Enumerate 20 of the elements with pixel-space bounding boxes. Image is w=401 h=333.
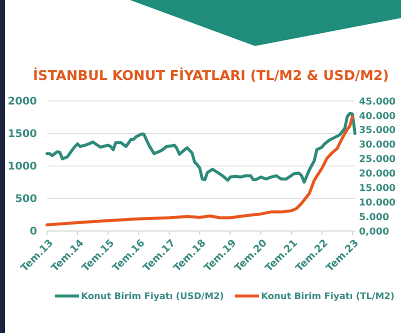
y2-tick-label: 15.000 bbox=[359, 182, 396, 194]
y2-tick-label: 45.000 bbox=[359, 96, 396, 108]
chart-title: İSTANBUL KONUT FİYATLARI (TL/M2 & USD/M2) bbox=[33, 67, 389, 84]
legend-label: Konut Birim Fiyatı (TL/M2) bbox=[261, 292, 395, 302]
y2-tick-label: 35.000 bbox=[359, 125, 396, 136]
y2-tick-label: 10.000 bbox=[359, 197, 396, 208]
y-tick-label: 500 bbox=[15, 193, 37, 206]
y-tick-label: 2000 bbox=[8, 96, 37, 108]
y2-tick-label: 20.000 bbox=[359, 168, 396, 180]
legend-label: Konut Birim Fiyatı (USD/M2) bbox=[81, 292, 224, 302]
y2-tick-label: 25.000 bbox=[359, 154, 396, 166]
y-tick-label: 1000 bbox=[8, 160, 37, 173]
y-tick-label: 1500 bbox=[8, 128, 37, 140]
line-series bbox=[46, 112, 356, 184]
line-series bbox=[46, 115, 354, 226]
y2-tick-label: 0,000 bbox=[359, 226, 390, 238]
y-tick-label: 0 bbox=[30, 226, 37, 238]
y2-tick-label: 5.000 bbox=[359, 212, 390, 223]
y2-tick-label: 40.000 bbox=[359, 110, 396, 122]
y2-tick-label: 30.000 bbox=[359, 140, 396, 151]
